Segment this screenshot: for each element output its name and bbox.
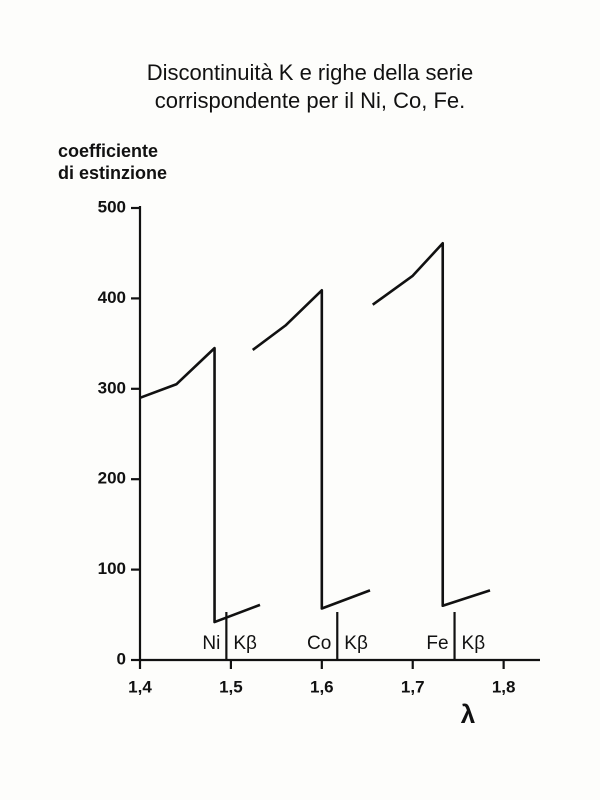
- curve: [371, 241, 491, 608]
- y-tick-label: 100: [98, 559, 126, 578]
- element-label: Co: [307, 633, 331, 654]
- line-label: Kβ: [233, 633, 257, 654]
- chart-title: Discontinuità K e righe della serie: [147, 60, 474, 85]
- line-label: Kβ: [462, 633, 486, 654]
- x-tick-label: 1,6: [310, 677, 334, 696]
- chart-title: corrispondente per il Ni, Co, Fe.: [155, 88, 466, 113]
- curve: [139, 346, 261, 624]
- y-axis-label: coefficiente: [58, 141, 158, 161]
- line-label: Kβ: [344, 633, 368, 654]
- y-tick-label: 300: [98, 378, 126, 397]
- y-axis-label: di estinzione: [58, 163, 167, 183]
- x-tick-label: 1,8: [492, 677, 516, 696]
- x-tick-label: 1,7: [401, 677, 425, 696]
- curve: [251, 288, 371, 610]
- element-label: Ni: [202, 633, 220, 654]
- y-tick-label: 0: [117, 649, 126, 668]
- y-tick-label: 500: [98, 197, 126, 216]
- y-tick-label: 200: [98, 469, 126, 488]
- x-tick-label: 1,4: [128, 677, 152, 696]
- element-label: Fe: [426, 633, 448, 654]
- y-tick-label: 400: [98, 288, 126, 307]
- x-axis-label: λ: [461, 699, 476, 729]
- x-tick-label: 1,5: [219, 677, 243, 696]
